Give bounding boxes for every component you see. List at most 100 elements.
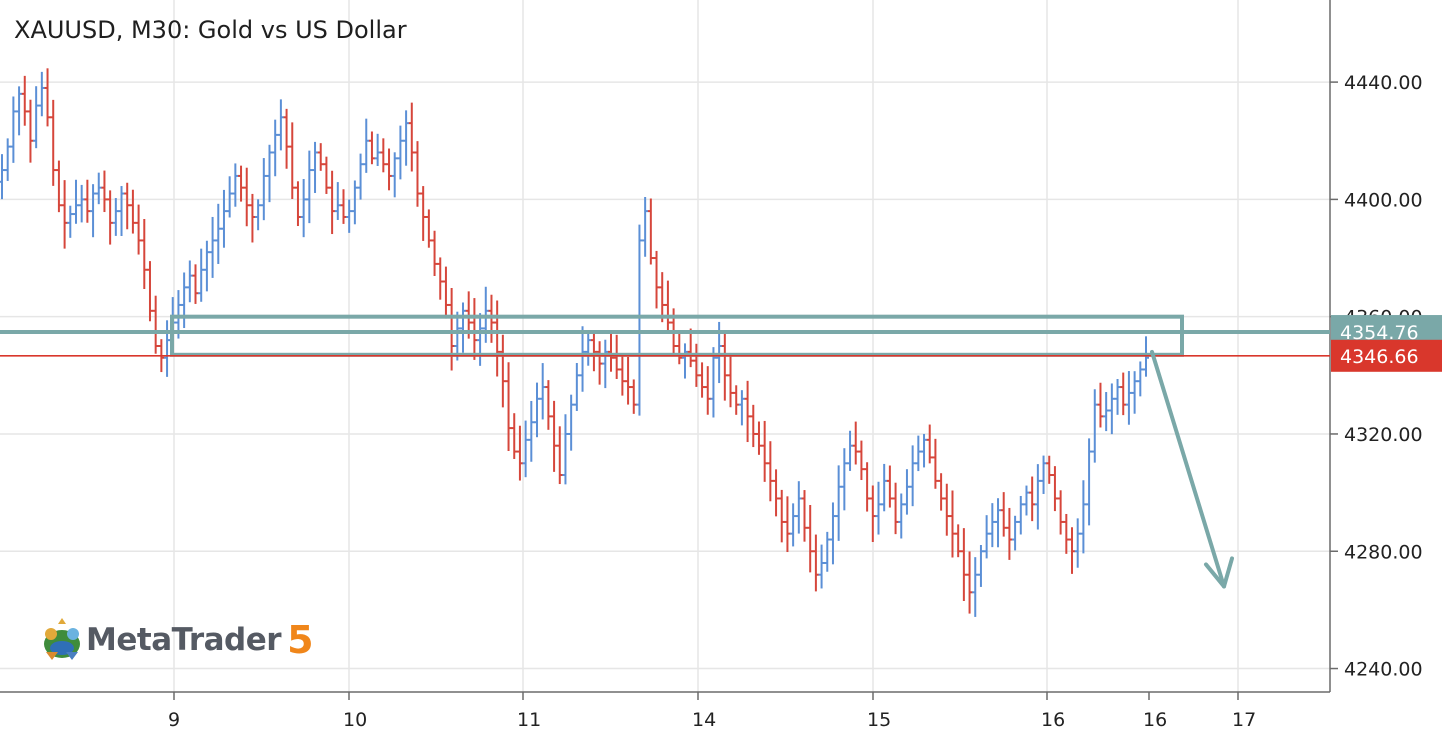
ohlc-bar [545, 380, 552, 430]
y-tick-label: 4280.00 [1344, 541, 1423, 563]
ohlc-bar [1023, 485, 1030, 516]
ohlc-bar [721, 332, 728, 401]
ohlc-bar [915, 435, 922, 472]
ohlc-bar [220, 189, 227, 248]
ohlc-bar [460, 302, 467, 353]
ohlc-bar [949, 490, 956, 558]
ohlc-bar [1069, 527, 1076, 574]
ohlc-bar [317, 143, 324, 171]
x-tick-label: 11 [517, 709, 541, 731]
ohlc-bar [864, 462, 871, 512]
ohlc-bar [710, 347, 717, 418]
ohlc-bar [909, 445, 916, 507]
ohlc-bar [101, 170, 108, 213]
ohlc-bar [995, 498, 1002, 548]
ohlc-bar [44, 68, 51, 127]
ohlc-bar [1114, 378, 1121, 415]
ohlc-bar [784, 496, 791, 553]
ohlc-bar [27, 99, 34, 163]
ohlc-bar [636, 224, 643, 416]
drawings[interactable] [0, 314, 1330, 589]
ohlc-bar [767, 441, 774, 502]
ohlc-bar [414, 141, 421, 207]
ohlc-bar [386, 148, 393, 191]
resistance-zone-rect[interactable] [170, 314, 1184, 357]
x-tick-label: 9 [168, 709, 180, 731]
ohlc-bar [294, 181, 301, 227]
ohlc-bar [556, 426, 563, 485]
ohlc-bar [755, 421, 762, 455]
ohlc-bar [898, 493, 905, 539]
ohlc-bar [186, 260, 193, 303]
ohlc-bar [50, 99, 57, 186]
ohlc-bar [847, 430, 854, 471]
ohlc-bar [1006, 507, 1013, 560]
ohlc-bar [818, 544, 825, 589]
ohlc-bar [38, 71, 45, 117]
axes [0, 0, 1331, 693]
ohlc-bar [181, 272, 188, 329]
ohlc-bar [477, 313, 484, 366]
ohlc-bar [801, 490, 808, 542]
x-tick-label: 14 [692, 709, 716, 731]
ohlc-bar [795, 481, 802, 534]
ohlc-bar [454, 311, 461, 361]
ohlc-bar [471, 298, 478, 360]
ohlc-bar [334, 182, 341, 220]
ohlc-bar [1051, 466, 1058, 512]
ohlc-bar [625, 356, 632, 405]
ohlc-bar [448, 288, 455, 371]
ohlc-bar [243, 167, 250, 227]
ohlc-bar [351, 180, 358, 225]
ohlc-bar [1108, 383, 1115, 435]
ohlc-bar [1086, 438, 1093, 526]
ohlc-bar [875, 481, 882, 535]
ohlc-bar [215, 203, 222, 264]
ohlc-bar [4, 138, 11, 181]
ohlc-bar [522, 420, 529, 478]
down-arrow-icon[interactable] [1150, 349, 1234, 589]
ohlc-bar [1012, 515, 1019, 551]
ohlc-bar [1034, 464, 1041, 530]
ohlc-bar [926, 424, 933, 464]
ohlc-bar [676, 332, 683, 365]
ohlc-bar [95, 172, 102, 205]
ohlc-bar [551, 400, 558, 472]
bull-bear-logo-icon [44, 618, 80, 660]
ohlc-bar [0, 154, 5, 200]
ohlc-bar [300, 179, 307, 238]
ohlc-bar [260, 158, 267, 221]
ohlc-bar [938, 473, 945, 511]
y-tick-label: 4400.00 [1344, 189, 1423, 211]
ohlc-bar [107, 190, 114, 245]
ohlc-bar [124, 182, 131, 230]
ohlc-bar [226, 176, 233, 218]
ohlc-bar [903, 469, 910, 515]
ohlc-bar [146, 261, 153, 322]
ohlc-bar [238, 165, 245, 202]
ohlc-bar [494, 300, 501, 377]
ohlc-bar [750, 404, 757, 448]
ohlc-bar [346, 199, 353, 233]
metatrader-logo: MetaTrader 5 [38, 618, 314, 662]
ohlc-bar [312, 141, 319, 193]
ohlc-bar [960, 528, 967, 601]
ohlc-bar [699, 362, 706, 398]
ohlc-bar [61, 180, 68, 249]
ohlc-bar [983, 515, 990, 559]
ohlc-bar [152, 295, 159, 354]
ohlc-bar [112, 198, 119, 236]
ohlc-bar [824, 531, 831, 572]
ohlc-bar [539, 363, 546, 420]
ohlc-bar [761, 420, 768, 482]
ask-price-label: 4354.76 [1340, 322, 1419, 344]
ohlc-bar [340, 189, 347, 224]
ohlc-bar [1120, 372, 1127, 416]
ohlc-bar [192, 264, 199, 304]
ohlc-bar [562, 414, 569, 485]
ohlc-bar [932, 438, 939, 489]
ohlc-bar [659, 272, 666, 323]
ohlc-bar [1046, 455, 1053, 484]
ohlc-bar [1091, 389, 1098, 463]
